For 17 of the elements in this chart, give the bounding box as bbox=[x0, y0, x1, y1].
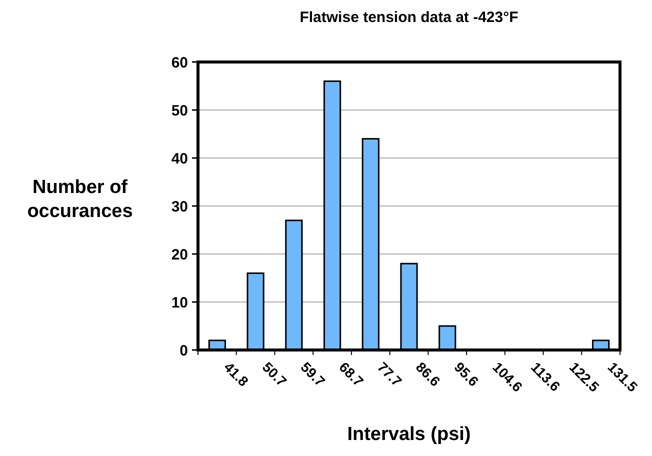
y-tick-label: 40 bbox=[171, 150, 188, 168]
y-tick-label: 0 bbox=[180, 342, 188, 360]
y-tick-label: 60 bbox=[171, 54, 188, 72]
x-tick-label: 77.7 bbox=[374, 358, 406, 390]
y-tick-label: 50 bbox=[171, 102, 188, 120]
y-axis-title: Number of occurances bbox=[27, 177, 133, 222]
x-tick-label: 50.7 bbox=[259, 358, 290, 390]
y-tick-label: 20 bbox=[171, 246, 188, 264]
x-axis-title: Intervals (psi) bbox=[347, 424, 471, 445]
x-tick-label: 41.8 bbox=[221, 358, 252, 390]
y-tick-label: 10 bbox=[171, 294, 188, 312]
x-tick-label: 86.6 bbox=[412, 358, 444, 390]
y-tick-label: 30 bbox=[171, 198, 188, 216]
x-tick-label: 68.7 bbox=[336, 358, 367, 390]
x-tick-label: 59.7 bbox=[298, 358, 329, 390]
chart-title: Flatwise tension data at -423°F bbox=[300, 9, 518, 26]
x-tick-label: 95.6 bbox=[451, 358, 482, 390]
